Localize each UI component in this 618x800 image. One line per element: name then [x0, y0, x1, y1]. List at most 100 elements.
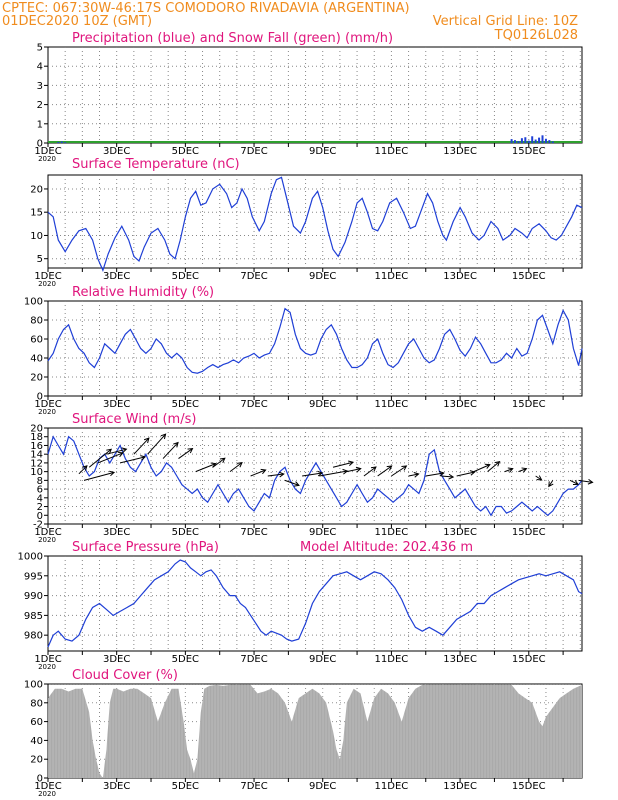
wind-vector: [504, 468, 513, 473]
x-tick-label: 13DEC: [443, 271, 477, 282]
temperature-panel: 5 10 15 20 1DEC 3DEC 5DEC 7DEC 9DEC 11DEC 13DEC 15D…: [30, 157, 583, 288]
wind-vector-head: [187, 447, 194, 454]
wind-vector-head: [521, 467, 528, 473]
wind-vector: [456, 471, 475, 477]
x-tick-label: 3DEC: [103, 271, 130, 282]
wind-vector-head: [448, 473, 455, 480]
y-tick-label: 980: [24, 631, 43, 642]
precip-bar: [538, 137, 541, 143]
x-tick-label: 3DEC: [103, 781, 130, 792]
precip-bar: [60, 141, 63, 143]
x-tick-label: 7DEC: [240, 271, 267, 282]
x-tick-label: 15DEC: [512, 781, 546, 792]
plot-frame: [47, 300, 583, 397]
wind-vector: [195, 463, 216, 473]
x-tick-label: 7DEC: [240, 146, 267, 157]
y-tick-label: 5: [37, 43, 43, 54]
x-tick-label: 9DEC: [309, 654, 336, 665]
wind-vector: [119, 456, 146, 464]
wind-vector-head: [507, 467, 514, 473]
wind-vector: [229, 462, 243, 473]
y-tick-label: 2: [37, 502, 43, 513]
wind-vector: [441, 475, 454, 478]
x-tick-label: 5DEC: [172, 271, 199, 282]
y-tick-label: 10: [30, 231, 43, 242]
wind-vector: [473, 464, 491, 473]
panel-title: Precipitation (blue) and Snow Fall (gree…: [72, 31, 393, 46]
wind-vector: [548, 480, 554, 487]
y-tick-label: 3: [37, 81, 43, 92]
wind-vector: [267, 473, 284, 477]
wind-vector-head: [317, 470, 324, 477]
wind-vector-head: [260, 468, 267, 475]
x-year-label: 2020: [38, 790, 56, 798]
header-model: TQ0126L028: [494, 28, 578, 43]
wind-vector: [133, 437, 150, 455]
wind-vector: [88, 448, 112, 468]
panel-title: Surface Pressure (hPa): [72, 540, 219, 555]
wind-vector: [346, 468, 361, 473]
precip-bar: [534, 139, 537, 143]
precip-bar: [541, 135, 544, 143]
series-line: [47, 176, 583, 272]
x-tick-label: 7DEC: [240, 654, 267, 665]
x-tick-label: 7DEC: [240, 781, 267, 792]
panel-title: Surface Wind (m/s): [72, 412, 196, 427]
x-tick-label: 5DEC: [172, 781, 199, 792]
series-line: [47, 559, 583, 648]
plot-frame: [47, 174, 583, 269]
wind-vector: [97, 452, 123, 464]
x-tick-label: 1DEC: [34, 271, 61, 282]
wind-vector-head: [413, 472, 420, 478]
x-year-label: 2020: [38, 536, 56, 544]
y-tick-label: 15: [30, 208, 43, 219]
wind-vector-head: [587, 478, 594, 485]
plot-frame: [47, 555, 583, 652]
y-tick-label: 80: [30, 316, 43, 327]
x-tick-label: 13DEC: [443, 527, 477, 538]
precipitation-panel: 0 1 2 3 4 5 1DEC 3DEC 5DEC 7DEC 9DEC 11DEC 13DEC 15DE…: [34, 31, 583, 163]
wind-vector-head: [548, 481, 554, 488]
x-tick-label: 1DEC: [34, 527, 61, 538]
wind-vector-head: [173, 441, 179, 448]
wind-vector-head: [81, 465, 88, 471]
x-tick-label: 9DEC: [309, 399, 336, 410]
precip-bar: [57, 142, 60, 143]
wind-vector-head: [106, 448, 113, 455]
x-tick-label: 11DEC: [375, 654, 409, 665]
wind-vector-head: [494, 460, 501, 467]
x-tick-label: 9DEC: [309, 781, 336, 792]
y-tick-label: 20: [30, 373, 43, 384]
x-tick-label: 13DEC: [443, 399, 477, 410]
wind-vector-head: [348, 460, 355, 467]
x-tick-label: 7DEC: [240, 527, 267, 538]
x-tick-label: 7DEC: [240, 399, 267, 410]
x-tick-label: 13DEC: [443, 146, 477, 157]
wind-vector-head: [117, 451, 124, 458]
x-tick-label: 5DEC: [172, 146, 199, 157]
series-line: [47, 435, 583, 517]
header-station: CPTEC: 067:30W-46:17S COMODORO RIVADAVIA…: [2, 1, 410, 16]
y-tick-label: 990: [24, 591, 43, 602]
x-tick-label: 1DEC: [34, 146, 61, 157]
wind-vector-head: [572, 479, 579, 486]
wind-vector-head: [438, 470, 445, 477]
x-tick-label: 9DEC: [309, 146, 336, 157]
header-run-date: 01DEC2020 10Z (GMT): [2, 14, 152, 29]
x-tick-label: 3DEC: [103, 654, 130, 665]
y-tick-label: 16: [30, 441, 43, 452]
y-tick-label: 1000: [18, 552, 43, 563]
wind-vector: [487, 461, 500, 473]
wind-vector: [147, 433, 166, 455]
wind-vector: [391, 465, 407, 477]
precip-bar: [520, 138, 523, 143]
wind-vector: [250, 469, 266, 477]
precip-bar: [548, 140, 551, 143]
wind-vector-head: [386, 465, 393, 471]
model-altitude: Model Altitude: 202.436 m: [300, 540, 473, 555]
precip-bar: [544, 138, 547, 143]
y-tick-label: 20: [30, 184, 43, 195]
precip-bar: [510, 139, 513, 143]
